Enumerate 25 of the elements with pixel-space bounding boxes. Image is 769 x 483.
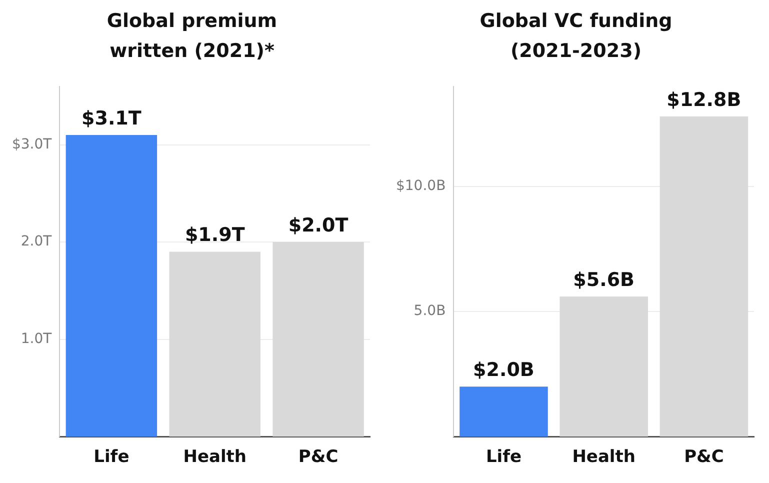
data-label: $1.9T — [184, 224, 245, 246]
bar — [272, 242, 364, 437]
bar — [660, 116, 748, 437]
data-label: $2.0T — [288, 214, 348, 236]
bar — [560, 296, 648, 437]
y-tick-label: $3.0T — [12, 136, 52, 152]
bar — [66, 135, 158, 437]
data-label: $12.8B — [666, 88, 742, 111]
data-label: $3.1T — [82, 107, 142, 130]
x-tick-label: Life — [486, 447, 522, 468]
data-label: $5.6B — [573, 268, 635, 291]
chart-title: Global premium written (2021)* — [106, 9, 278, 64]
y-tick-label: 5.0B — [414, 303, 446, 320]
x-tick-label: Life — [94, 447, 130, 468]
chart-title: Global VC funding (2021-2023) — [478, 9, 674, 64]
y-tick-label: $10.0B — [396, 178, 446, 194]
bar — [460, 386, 548, 437]
x-tick-label: P&C — [684, 447, 724, 468]
bar — [169, 252, 260, 437]
x-tick-label: Health — [183, 447, 247, 468]
x-tick-label: P&C — [298, 447, 338, 468]
y-tick-label: 1.0T — [20, 330, 52, 347]
data-label: $2.0B — [473, 359, 534, 382]
x-tick-label: Health — [572, 447, 636, 468]
y-tick-label: 2.0T — [20, 234, 52, 250]
